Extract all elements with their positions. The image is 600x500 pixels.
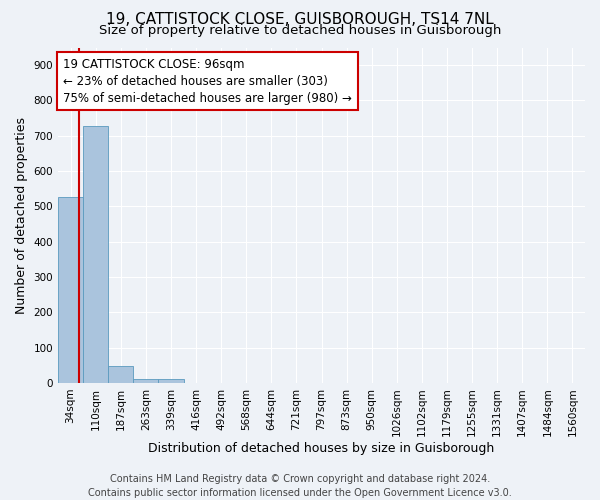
Text: Size of property relative to detached houses in Guisborough: Size of property relative to detached ho… [99, 24, 501, 37]
Bar [58, 197, 83, 383]
Text: 19, CATTISTOCK CLOSE, GUISBOROUGH, TS14 7NL: 19, CATTISTOCK CLOSE, GUISBOROUGH, TS14 … [106, 12, 494, 28]
Text: Contains HM Land Registry data © Crown copyright and database right 2024.
Contai: Contains HM Land Registry data © Crown c… [88, 474, 512, 498]
Bar [133, 378, 158, 383]
Bar [158, 380, 184, 383]
Y-axis label: Number of detached properties: Number of detached properties [15, 116, 28, 314]
Bar [108, 366, 133, 383]
Text: 19 CATTISTOCK CLOSE: 96sqm
← 23% of detached houses are smaller (303)
75% of sem: 19 CATTISTOCK CLOSE: 96sqm ← 23% of deta… [64, 58, 352, 104]
X-axis label: Distribution of detached houses by size in Guisborough: Distribution of detached houses by size … [148, 442, 494, 455]
Bar [83, 126, 108, 383]
